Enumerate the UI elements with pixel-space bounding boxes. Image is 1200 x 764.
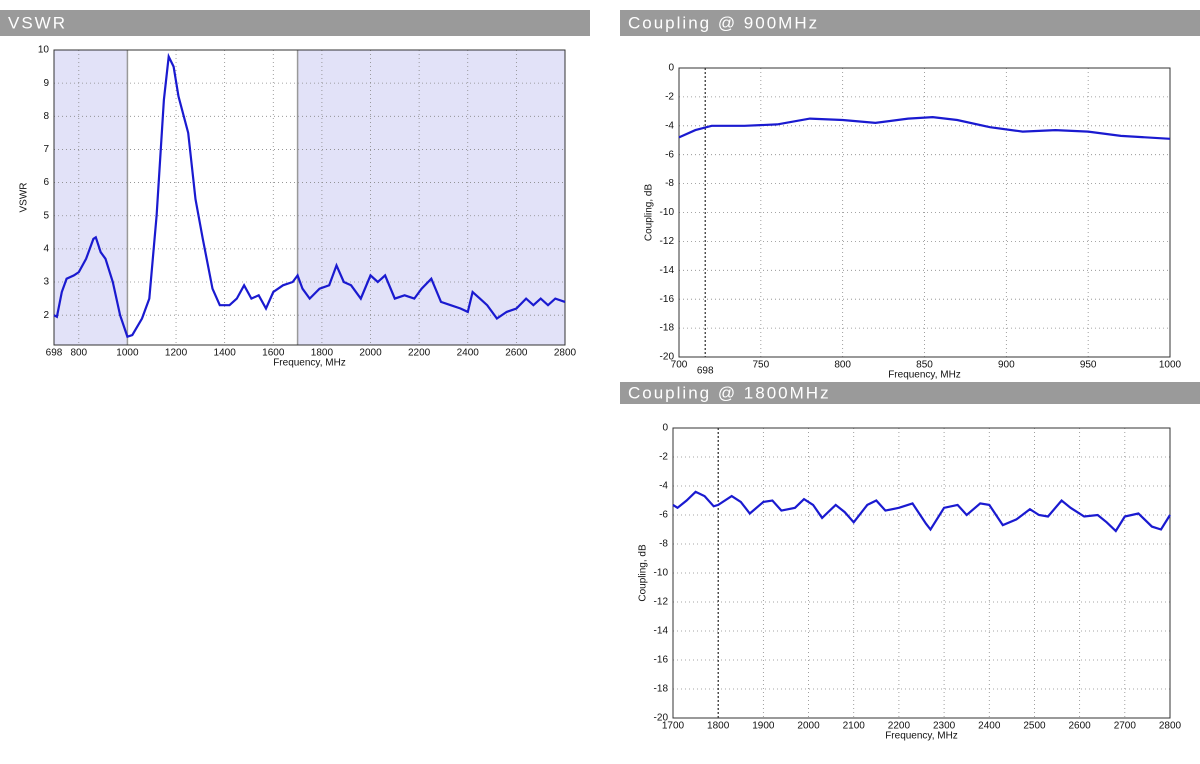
section-header	[620, 10, 1200, 36]
y-axis-label: Coupling, dB	[638, 544, 649, 602]
plot-frame	[53, 49, 566, 346]
data-line	[678, 115, 1171, 140]
section-title: Coupling @ 1800MHz	[628, 383, 831, 402]
x-tick-label: 698	[46, 348, 63, 359]
y-tick-label: -16	[660, 294, 675, 305]
y-tick-label: -8	[665, 178, 674, 189]
y-tick-label: -14	[660, 265, 675, 276]
x-tick-label: 1800	[311, 348, 334, 359]
x-tick-label: 1700	[662, 721, 685, 732]
section-title: VSWR	[8, 13, 67, 32]
y-tick-label: -10	[660, 207, 675, 218]
marker-label: 698	[697, 366, 714, 377]
x-tick-label: 2600	[1069, 721, 1092, 732]
x-tick-label: 2400	[978, 721, 1001, 732]
x-tick-label: 950	[1080, 360, 1097, 371]
y-tick-label: 2	[43, 310, 49, 321]
x-tick-label: 1000	[116, 348, 139, 359]
y-tick-label: -20	[654, 713, 669, 724]
y-tick-label: -6	[659, 510, 668, 521]
x-tick-label: 2200	[408, 348, 431, 359]
x-axis-label: Frequency, MHz	[885, 731, 958, 742]
x-axis-label: Frequency, MHz	[273, 358, 346, 369]
x-tick-label: 2600	[505, 348, 528, 359]
x-tick-label: 2000	[797, 721, 820, 732]
x-tick-label: 700	[671, 360, 688, 371]
y-tick-label: 7	[43, 144, 49, 155]
y-axis-label: VSWR	[19, 183, 30, 213]
x-tick-label: 2100	[843, 721, 866, 732]
x-tick-label: 2000	[359, 348, 382, 359]
x-tick-label: 2200	[888, 721, 911, 732]
y-tick-label: -12	[660, 236, 675, 247]
x-tick-label: 2800	[1159, 721, 1182, 732]
data-line	[672, 490, 1171, 533]
y-tick-label: -18	[654, 684, 669, 695]
x-tick-label: 1800	[707, 721, 730, 732]
x-tick-label: 2400	[457, 348, 480, 359]
y-axis-label: Coupling, dB	[644, 184, 655, 242]
data-line	[53, 52, 566, 339]
y-tick-label: -6	[665, 149, 674, 160]
y-tick-label: 6	[43, 177, 49, 188]
x-tick-label: 1200	[165, 348, 188, 359]
y-tick-label: 10	[38, 45, 50, 56]
x-tick-label: 850	[916, 360, 933, 371]
y-tick-label: 3	[43, 277, 49, 288]
x-tick-label: 1900	[752, 721, 775, 732]
x-tick-label: 2300	[933, 721, 956, 732]
x-tick-label: 900	[998, 360, 1015, 371]
y-tick-label: -8	[659, 539, 668, 550]
plot-frame	[678, 67, 1171, 358]
y-tick-label: 0	[668, 63, 674, 74]
y-tick-label: 9	[43, 78, 49, 89]
y-tick-label: 5	[43, 210, 49, 221]
x-tick-label: 2500	[1023, 721, 1046, 732]
y-tick-label: 8	[43, 111, 49, 122]
x-tick-label: 800	[834, 360, 851, 371]
y-tick-label: -4	[659, 481, 668, 492]
y-tick-label: -2	[665, 92, 674, 103]
y-tick-label: 4	[43, 244, 49, 255]
section-header	[0, 10, 590, 36]
y-tick-label: -14	[654, 626, 669, 637]
x-tick-label: 2700	[1114, 721, 1137, 732]
x-tick-label: 750	[752, 360, 769, 371]
y-tick-label: -20	[660, 352, 675, 363]
y-tick-label: 0	[662, 423, 668, 434]
band	[297, 50, 565, 345]
x-tick-label: 2800	[554, 348, 577, 359]
x-axis-label: Frequency, MHz	[888, 370, 961, 381]
y-tick-label: -4	[665, 120, 674, 131]
y-tick-label: -12	[654, 597, 669, 608]
y-tick-label: -2	[659, 452, 668, 463]
section-title: Coupling @ 900MHz	[628, 13, 819, 32]
y-tick-label: -10	[654, 568, 669, 579]
section-header	[620, 382, 1200, 404]
x-tick-label: 1000	[1159, 360, 1182, 371]
x-tick-label: 800	[70, 348, 87, 359]
x-tick-label: 1600	[262, 348, 285, 359]
y-tick-label: -18	[660, 323, 675, 334]
plot-frame	[672, 427, 1171, 719]
x-tick-label: 1400	[214, 348, 237, 359]
y-tick-label: -16	[654, 655, 669, 666]
